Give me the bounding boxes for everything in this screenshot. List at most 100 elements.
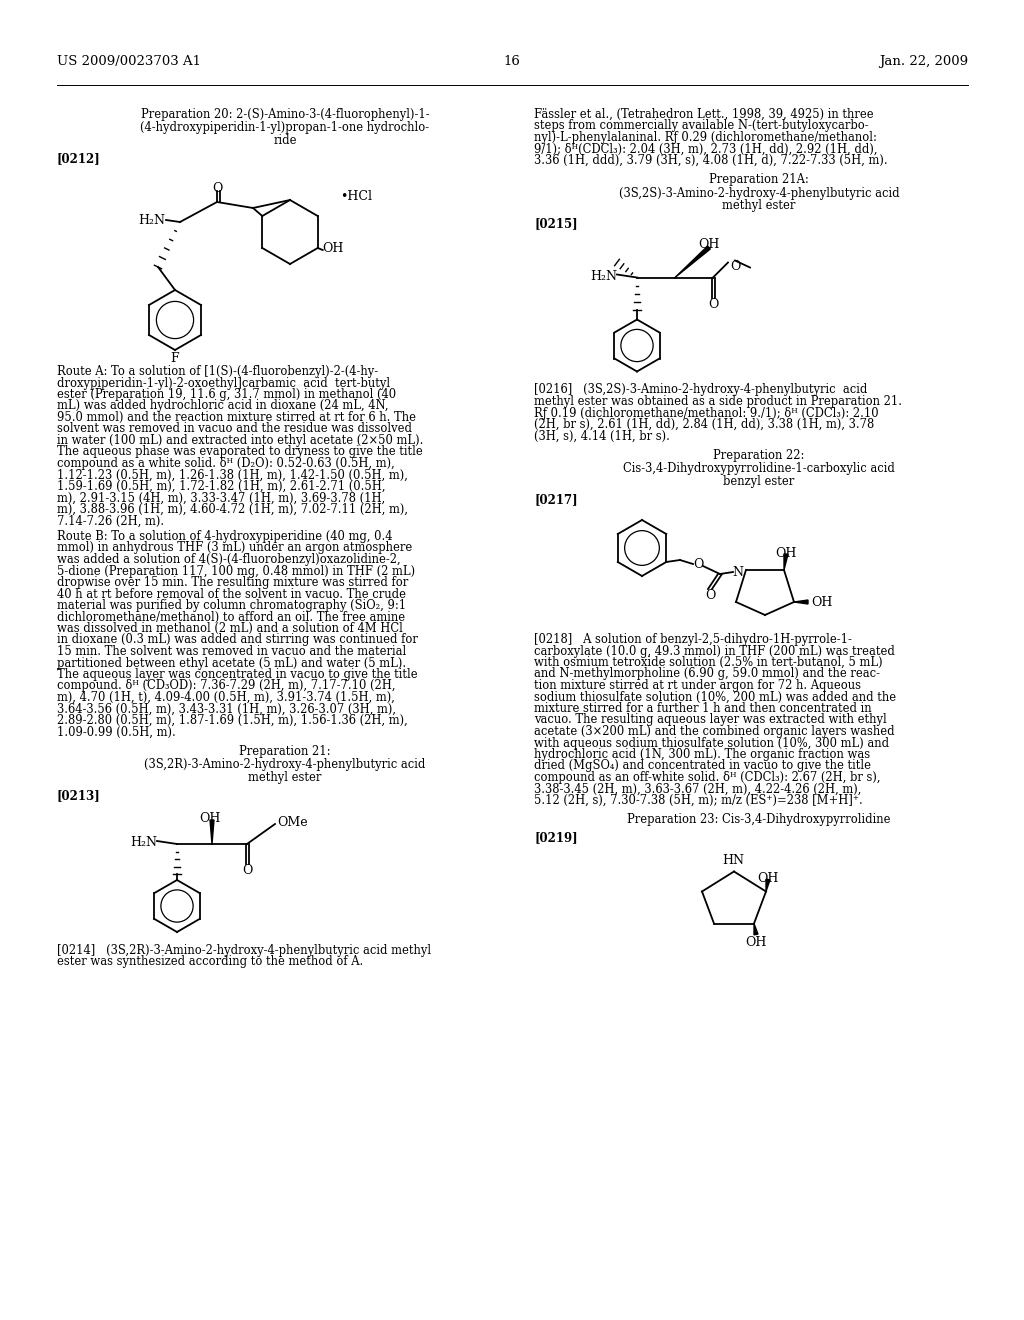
- Text: OH: OH: [745, 936, 767, 949]
- Text: 95.0 mmol) and the reaction mixture stirred at rt for 6 h. The: 95.0 mmol) and the reaction mixture stir…: [57, 411, 416, 424]
- Text: ester (Preparation 19, 11.6 g, 31.7 mmol) in methanol (40: ester (Preparation 19, 11.6 g, 31.7 mmol…: [57, 388, 396, 401]
- Text: 16: 16: [504, 55, 520, 69]
- Text: •HCl: •HCl: [340, 190, 372, 203]
- Text: solvent was removed in vacuo and the residue was dissolved: solvent was removed in vacuo and the res…: [57, 422, 412, 436]
- Text: 1.59-1.69 (0.5H, m), 1.72-1.82 (1H, m), 2.61-2.71 (0.5H,: 1.59-1.69 (0.5H, m), 1.72-1.82 (1H, m), …: [57, 480, 385, 492]
- Text: 3.64-3.56 (0.5H, m), 3.43-3.31 (1H, m), 3.26-3.07 (3H, m),: 3.64-3.56 (0.5H, m), 3.43-3.31 (1H, m), …: [57, 702, 396, 715]
- Text: compound. δᴴ (CD₃OD): 7.36-7.29 (2H, m), 7.17-7.10 (2H,: compound. δᴴ (CD₃OD): 7.36-7.29 (2H, m),…: [57, 680, 395, 693]
- Text: US 2009/0023703 A1: US 2009/0023703 A1: [57, 55, 201, 69]
- Text: H₂N: H₂N: [138, 214, 165, 227]
- Text: acetate (3×200 mL) and the combined organic layers washed: acetate (3×200 mL) and the combined orga…: [534, 725, 895, 738]
- Text: 1.12-1.23 (0.5H, m), 1.26-1.38 (1H, m), 1.42-1.50 (0.5H, m),: 1.12-1.23 (0.5H, m), 1.26-1.38 (1H, m), …: [57, 469, 408, 482]
- Text: compound as an off-white solid. δᴴ (CDCl₃): 2.67 (2H, br s),: compound as an off-white solid. δᴴ (CDCl…: [534, 771, 881, 784]
- Text: with osmium tetroxide solution (2.5% in tert-butanol, 5 mL): with osmium tetroxide solution (2.5% in …: [534, 656, 883, 669]
- Text: O: O: [242, 865, 252, 876]
- Text: ride: ride: [273, 135, 297, 147]
- Text: O: O: [705, 589, 715, 602]
- Text: steps from commercially available N-(tert-butyloxycarbo-: steps from commercially available N-(ter…: [534, 120, 868, 132]
- Text: (2H, br s), 2.61 (1H, dd), 2.84 (1H, dd), 3.38 (1H, m), 3.78: (2H, br s), 2.61 (1H, dd), 2.84 (1H, dd)…: [534, 418, 874, 432]
- Text: OMe: OMe: [278, 816, 307, 829]
- Text: (3S,2S)-3-Amino-2-hydroxy-4-phenylbutyric acid: (3S,2S)-3-Amino-2-hydroxy-4-phenylbutyri…: [618, 186, 899, 199]
- Text: 3.38-3.45 (2H, m), 3.63-3.67 (2H, m), 4.22-4.26 (2H, m),: 3.38-3.45 (2H, m), 3.63-3.67 (2H, m), 4.…: [534, 783, 861, 796]
- Text: compound as a white solid. δᴴ (D₂O): 0.52-0.63 (0.5H, m),: compound as a white solid. δᴴ (D₂O): 0.5…: [57, 457, 394, 470]
- Text: 40 h at rt before removal of the solvent in vacuo. The crude: 40 h at rt before removal of the solvent…: [57, 587, 406, 601]
- Text: F: F: [171, 352, 179, 366]
- Text: [0219]: [0219]: [534, 832, 578, 845]
- Text: droxypiperidin-1-yl)-2-oxoethyl]carbamic  acid  tert-butyl: droxypiperidin-1-yl)-2-oxoethyl]carbamic…: [57, 376, 390, 389]
- Polygon shape: [794, 601, 808, 605]
- Text: [0217]: [0217]: [534, 492, 578, 506]
- Polygon shape: [210, 820, 214, 843]
- Text: OH: OH: [811, 595, 833, 609]
- Text: nyl)-L-phenylalaninal. Rƒ 0.29 (dichloromethane/methanol:: nyl)-L-phenylalaninal. Rƒ 0.29 (dichloro…: [534, 131, 877, 144]
- Text: in water (100 mL) and extracted into ethyl acetate (2×50 mL).: in water (100 mL) and extracted into eth…: [57, 434, 423, 447]
- Text: [0216]   (3S,2S)-3-Amino-2-hydroxy-4-phenylbutyric  acid: [0216] (3S,2S)-3-Amino-2-hydroxy-4-pheny…: [534, 384, 867, 396]
- Text: carboxylate (10.0 g, 49.3 mmol) in THF (200 mL) was treated: carboxylate (10.0 g, 49.3 mmol) in THF (…: [534, 644, 895, 657]
- Text: Preparation 22:: Preparation 22:: [714, 449, 805, 462]
- Text: 1.09-0.99 (0.5H, m).: 1.09-0.99 (0.5H, m).: [57, 726, 176, 738]
- Text: Preparation 20: 2-(S)-Amino-3-(4-fluorophenyl)-1-: Preparation 20: 2-(S)-Amino-3-(4-fluorop…: [140, 108, 429, 121]
- Text: O: O: [693, 557, 703, 570]
- Text: methyl ester: methyl ester: [248, 771, 322, 784]
- Text: HN: HN: [722, 854, 744, 866]
- Text: OH: OH: [698, 238, 720, 251]
- Polygon shape: [766, 879, 770, 891]
- Text: Route A: To a solution of [1(S)-(4-fluorobenzyl)-2-(4-hy-: Route A: To a solution of [1(S)-(4-fluor…: [57, 366, 378, 378]
- Text: 7.14-7.26 (2H, m).: 7.14-7.26 (2H, m).: [57, 515, 164, 528]
- Text: ester was synthesized according to the method of A.: ester was synthesized according to the m…: [57, 956, 364, 969]
- Text: 5-dione (Preparation 117, 100 mg, 0.48 mmol) in THF (2 mL): 5-dione (Preparation 117, 100 mg, 0.48 m…: [57, 565, 415, 578]
- Text: Fässler et al., (‪Tetrahedron Lett.‬, 1998, 39, 4925) in three: Fässler et al., (‪Tetrahedron Lett.‬, 19…: [534, 108, 873, 121]
- Text: (3S,2R)-3-Amino-2-hydroxy-4-phenylbutyric acid: (3S,2R)-3-Amino-2-hydroxy-4-phenylbutyri…: [144, 758, 426, 771]
- Text: with aqueous sodium thiosulfate solution (10%, 300 mL) and: with aqueous sodium thiosulfate solution…: [534, 737, 889, 750]
- Text: O: O: [708, 297, 718, 310]
- Text: O: O: [730, 260, 740, 272]
- Text: Preparation 21:: Preparation 21:: [240, 744, 331, 758]
- Text: in dioxane (0.3 mL) was added and stirring was continued for: in dioxane (0.3 mL) was added and stirri…: [57, 634, 418, 647]
- Text: and N-methylmorpholine (6.90 g, 59.0 mmol) and the reac-: and N-methylmorpholine (6.90 g, 59.0 mmo…: [534, 668, 880, 681]
- Text: methyl ester: methyl ester: [722, 199, 796, 213]
- Text: [0213]: [0213]: [57, 789, 100, 803]
- Text: mL) was added hydrochloric acid in dioxane (24 mL, 4N,: mL) was added hydrochloric acid in dioxa…: [57, 400, 388, 412]
- Text: mixture stirred for a further 1 h and then concentrated in: mixture stirred for a further 1 h and th…: [534, 702, 871, 715]
- Polygon shape: [754, 924, 758, 935]
- Text: N: N: [732, 565, 743, 578]
- Polygon shape: [675, 246, 711, 277]
- Text: O: O: [212, 182, 222, 195]
- Text: Route B: To a solution of 4-hydroxypiperidine (40 mg, 0.4: Route B: To a solution of 4-hydroxypiper…: [57, 531, 392, 543]
- Text: material was purified by column chromatography (SiO₂, 9:1: material was purified by column chromato…: [57, 599, 407, 612]
- Text: OH: OH: [758, 871, 778, 884]
- Text: dropwise over 15 min. The resulting mixture was stirred for: dropwise over 15 min. The resulting mixt…: [57, 576, 409, 589]
- Text: Preparation 23: Cis-3,4-Dihydroxypyrrolidine: Preparation 23: Cis-3,4-Dihydroxypyrroli…: [628, 813, 891, 826]
- Text: 9/1); δᴴ(CDCl₃): 2.04 (3H, m), 2.73 (1H, dd), 2.92 (1H, dd),: 9/1); δᴴ(CDCl₃): 2.04 (3H, m), 2.73 (1H,…: [534, 143, 878, 156]
- Text: Jan. 22, 2009: Jan. 22, 2009: [879, 55, 968, 69]
- Text: dichloromethane/methanol) to afford an oil. The free amine: dichloromethane/methanol) to afford an o…: [57, 610, 406, 623]
- Text: benzyl ester: benzyl ester: [723, 475, 795, 488]
- Text: Cis-3,4-Dihydroxypyrrolidine-1-carboxylic acid: Cis-3,4-Dihydroxypyrrolidine-1-carboxyli…: [623, 462, 895, 475]
- Text: [0218]   A solution of benzyl-2,5-dihydro-1H-pyrrole-1-: [0218] A solution of benzyl-2,5-dihydro-…: [534, 634, 852, 645]
- Text: m), 3.88-3.96 (1H, m), 4.60-4.72 (1H, m), 7.02-7.11 (2H, m),: m), 3.88-3.96 (1H, m), 4.60-4.72 (1H, m)…: [57, 503, 408, 516]
- Text: dried (MgSO₄) and concentrated in vacuo to give the title: dried (MgSO₄) and concentrated in vacuo …: [534, 759, 871, 772]
- Text: (3H, s), 4.14 (1H, br s).: (3H, s), 4.14 (1H, br s).: [534, 429, 670, 442]
- Text: Preparation 21A:: Preparation 21A:: [710, 173, 809, 186]
- Text: [0215]: [0215]: [534, 218, 578, 231]
- Text: The aqueous layer was concentrated in vacuo to give the title: The aqueous layer was concentrated in va…: [57, 668, 418, 681]
- Text: OH: OH: [775, 546, 797, 560]
- Text: mmol) in anhydrous THF (3 mL) under an argon atmosphere: mmol) in anhydrous THF (3 mL) under an a…: [57, 541, 413, 554]
- Text: H₂N: H₂N: [130, 836, 157, 849]
- Text: m), 4.70 (1H, t), 4.09-4.00 (0.5H, m), 3.91-3.74 (1.5H, m),: m), 4.70 (1H, t), 4.09-4.00 (0.5H, m), 3…: [57, 690, 395, 704]
- Text: was dissolved in methanol (2 mL) and a solution of 4M HCl: was dissolved in methanol (2 mL) and a s…: [57, 622, 402, 635]
- Text: (4-hydroxypiperidin-1-yl)propan-1-one hydrochlo-: (4-hydroxypiperidin-1-yl)propan-1-one hy…: [140, 121, 429, 135]
- Text: m), 2.91-3.15 (4H, m), 3.33-3.47 (1H, m), 3.69-3.78 (1H,: m), 2.91-3.15 (4H, m), 3.33-3.47 (1H, m)…: [57, 491, 385, 504]
- Text: OH: OH: [200, 812, 221, 825]
- Polygon shape: [784, 554, 788, 570]
- Text: Rƒ 0.19 (dichloromethane/methanol: 9./1); δᴴ (CDCl₃): 2.10: Rƒ 0.19 (dichloromethane/methanol: 9./1)…: [534, 407, 879, 420]
- Text: 2.89-2.80 (0.5H, m), 1.87-1.69 (1.5H, m), 1.56-1.36 (2H, m),: 2.89-2.80 (0.5H, m), 1.87-1.69 (1.5H, m)…: [57, 714, 408, 727]
- Text: H₂N: H₂N: [590, 269, 617, 282]
- Text: 5.12 (2H, s), 7.30-7.38 (5H, m); m/z (ES⁺)=238 [M+H]⁺.: 5.12 (2H, s), 7.30-7.38 (5H, m); m/z (ES…: [534, 795, 863, 807]
- Text: 15 min. The solvent was removed in vacuo and the material: 15 min. The solvent was removed in vacuo…: [57, 645, 407, 657]
- Text: hydrochloric acid (1N, 300 mL). The organic fraction was: hydrochloric acid (1N, 300 mL). The orga…: [534, 748, 870, 762]
- Text: [0212]: [0212]: [57, 152, 100, 165]
- Text: tion mixture stirred at rt under argon for 72 h. Aqueous: tion mixture stirred at rt under argon f…: [534, 678, 861, 692]
- Text: was added a solution of 4(S)-(4-fluorobenzyl)oxazolidine-2,: was added a solution of 4(S)-(4-fluorobe…: [57, 553, 400, 566]
- Text: partitioned between ethyl acetate (5 mL) and water (5 mL).: partitioned between ethyl acetate (5 mL)…: [57, 656, 407, 669]
